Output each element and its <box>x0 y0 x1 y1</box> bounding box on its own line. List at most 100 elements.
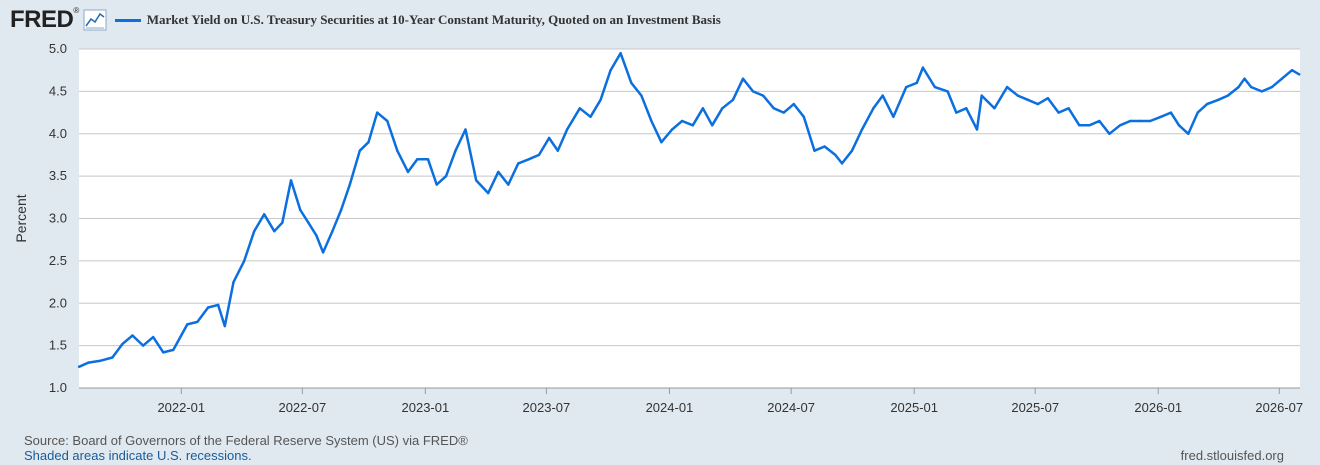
data-point <box>339 208 343 212</box>
fred-logo[interactable]: FRED® <box>10 6 79 33</box>
data-point <box>872 107 875 110</box>
data-point <box>813 149 816 152</box>
x-tick-label: 2026-07 <box>1255 400 1303 415</box>
data-point <box>1026 98 1030 102</box>
data-point <box>206 306 210 309</box>
data-point <box>578 107 581 110</box>
data-point <box>731 98 735 102</box>
line-chart-icon <box>83 9 107 31</box>
data-point <box>589 115 592 119</box>
data-point <box>680 119 684 123</box>
y-tick-label: 1.0 <box>49 380 67 395</box>
data-point <box>1217 98 1220 102</box>
data-point <box>406 170 410 174</box>
y-tick-label: 2.0 <box>49 295 67 310</box>
data-point <box>660 141 663 144</box>
data-point <box>1250 85 1253 89</box>
chart-header: FRED® Market Yield on U.S. Treasury Secu… <box>10 6 721 34</box>
data-point <box>121 342 124 346</box>
data-point <box>1108 132 1111 135</box>
data-point <box>1169 111 1173 114</box>
data-point <box>1298 73 1301 76</box>
data-point <box>1226 94 1230 97</box>
data-point <box>840 162 844 165</box>
legend[interactable]: Market Yield on U.S. Treasury Securities… <box>114 12 721 28</box>
data-point <box>892 115 895 119</box>
data-point <box>556 149 559 152</box>
data-point <box>243 259 246 263</box>
recession-note: Shaded areas indicate U.S. recessions. <box>24 448 252 463</box>
data-point <box>860 128 864 131</box>
legend-label: Market Yield on U.S. Treasury Securities… <box>146 12 721 27</box>
data-point <box>751 90 755 93</box>
data-point <box>444 174 448 178</box>
data-point <box>289 179 293 182</box>
data-point <box>1149 119 1152 123</box>
y-tick-label: 4.0 <box>49 126 67 141</box>
site-link[interactable]: fred.stlouisfed.org <box>1180 448 1284 463</box>
data-point <box>475 179 478 182</box>
data-point <box>263 213 266 216</box>
data-point <box>507 183 510 186</box>
data-point <box>619 52 622 55</box>
data-point <box>152 335 155 339</box>
data-point <box>358 149 361 152</box>
data-point <box>1088 124 1091 127</box>
data-point <box>792 102 795 106</box>
data-point <box>321 251 325 254</box>
data-point <box>1270 85 1274 89</box>
data-point <box>386 119 389 123</box>
data-point <box>565 128 569 131</box>
x-tick-label: 2026-01 <box>1134 400 1182 415</box>
data-point <box>701 107 705 110</box>
data-point <box>1046 97 1050 100</box>
footer: Source: Board of Governors of the Federa… <box>24 433 468 463</box>
data-point <box>1078 124 1081 127</box>
x-tick-label: 2024-01 <box>646 400 694 415</box>
data-point <box>186 323 189 326</box>
line-chart[interactable]: 1.0 1.5 2.0 2.5 3.0 3.5 4.0 4.5 5.0 2022-01 2022-0… <box>0 0 1320 425</box>
x-tick-label: 2024-07 <box>767 400 815 415</box>
y-tick-label: 5.0 <box>49 41 67 56</box>
data-point <box>196 320 199 324</box>
x-tick-label: 2022-07 <box>278 400 326 415</box>
data-point <box>1290 69 1294 72</box>
data-point <box>782 111 785 114</box>
data-point <box>640 94 643 97</box>
data-point <box>1177 124 1181 127</box>
data-point <box>650 119 653 123</box>
data-point <box>915 81 918 85</box>
data-point <box>537 153 541 157</box>
y-axis-label: Percent <box>13 194 29 242</box>
data-point <box>1098 119 1101 123</box>
data-point <box>1280 77 1284 80</box>
data-point <box>232 280 235 284</box>
data-point <box>527 158 531 161</box>
data-point <box>547 136 551 140</box>
data-point <box>487 191 490 195</box>
data-point <box>630 81 633 85</box>
y-tick-label: 3.0 <box>49 211 67 226</box>
data-point <box>1118 124 1122 127</box>
data-point <box>426 158 430 161</box>
data-point <box>980 94 983 97</box>
series-line <box>78 51 1300 368</box>
data-point <box>933 85 937 89</box>
data-point <box>1243 77 1246 80</box>
data-point <box>1036 102 1040 106</box>
data-point <box>331 230 334 233</box>
x-tick-label: 2025-01 <box>890 400 938 415</box>
data-point <box>850 149 854 152</box>
data-point <box>396 149 399 152</box>
data-point <box>1139 119 1142 123</box>
data-point <box>975 128 979 131</box>
data-point <box>1159 115 1163 119</box>
data-point <box>87 361 90 364</box>
data-point <box>965 107 968 110</box>
data-point <box>993 107 996 110</box>
data-point <box>223 324 226 328</box>
data-point <box>348 183 351 186</box>
data-point <box>741 77 745 80</box>
data-point <box>142 344 145 347</box>
data-point <box>307 221 310 224</box>
